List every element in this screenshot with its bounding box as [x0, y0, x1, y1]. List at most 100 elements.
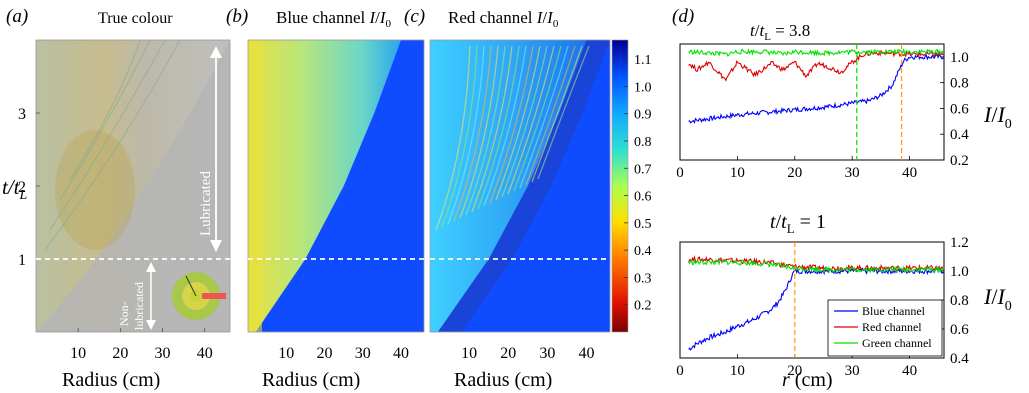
xtick-label-c-30: 30: [539, 345, 555, 362]
ytick-label-d-bottom-1.2: 1.2: [950, 235, 969, 251]
texture-streak: [501, 45, 548, 198]
texture-streak: [435, 45, 471, 231]
xtick-label-a-40: 40: [197, 345, 213, 362]
colorbar-tick-label-0.2: 0.2: [634, 299, 652, 314]
colorbar-tick-label-1: 1.0: [634, 80, 652, 95]
panel-a-xaxis: 10 20 30 40: [70, 328, 213, 362]
lubricated-label: Lubricated: [198, 171, 214, 236]
xtick-label-d-top-0: 0: [676, 165, 684, 181]
panel-a-xlabel: Radius (cm): [62, 369, 160, 391]
ytick-label-a-2: 2: [18, 179, 26, 196]
legend-red-label: Red channel: [862, 320, 922, 334]
panel-a-yaxis: t/tL 123: [2, 106, 40, 269]
colorbar-tick-label-0.4: 0.4: [634, 244, 652, 259]
panel-d-top: t/tL = 3.8 0 10 20 30 40 0.2 0.4 0.6 0.8 1.0 I/I0: [676, 21, 1012, 181]
panel-b-xaxis: 10 20 30 40: [278, 328, 409, 362]
panel-label-a: (a): [6, 6, 28, 27]
legend: Blue channel Red channel Green channel: [827, 299, 943, 357]
xtick-label-c-20: 20: [500, 345, 516, 362]
colorbar-tick-label-0.6: 0.6: [634, 190, 652, 205]
d-bottom-xlabel: r (cm): [782, 369, 833, 391]
xtick-label-b-20: 20: [317, 345, 333, 362]
xtick-label-d-top-30: 30: [845, 165, 860, 181]
xtick-label-d-bottom-40: 40: [902, 363, 917, 379]
colorbar-tick-label-0.9: 0.9: [634, 108, 652, 123]
ytick-label-d-bottom-0.6: 0.6: [950, 322, 969, 338]
xtick-label-b-30: 30: [355, 345, 371, 362]
non-lubricated-label-1: Non-: [117, 301, 131, 326]
xtick-label-d-bottom-20: 20: [787, 363, 802, 379]
xtick-label-c-40: 40: [579, 345, 595, 362]
ytick-label-d-bottom-1: 1.0: [950, 264, 969, 280]
texture-streak: [483, 45, 527, 207]
legend-green-label: Green channel: [862, 336, 932, 350]
xtick-label-d-top-10: 10: [730, 165, 745, 181]
xtick-label-d-top-40: 40: [902, 165, 917, 181]
xtick-label-d-bottom-30: 30: [845, 363, 860, 379]
xtick-label-d-bottom-10: 10: [730, 363, 745, 379]
ytick-label-d-top-0.2: 0.2: [950, 153, 969, 169]
panel-b-heatmap: [248, 40, 424, 332]
ytick-label-a-3: 3: [18, 106, 26, 123]
texture-streak: [453, 45, 492, 222]
panel-label-c: (c): [404, 6, 425, 27]
panel-c-heatmap: [430, 40, 610, 332]
colorbar-tick-label-1.1: 1.1: [634, 53, 652, 68]
non-lubricated-label-2: lubricated: [132, 282, 146, 330]
xtick-label-c-10: 10: [461, 345, 477, 362]
texture-streak: [519, 45, 569, 189]
xtick-label-b-40: 40: [393, 345, 409, 362]
texture-streak: [477, 45, 520, 210]
inset-dish-image: [164, 264, 228, 328]
d-top-ylabel: I/I0: [983, 102, 1012, 132]
xtick-label-a-20: 20: [112, 345, 128, 362]
series-green-d-bottom: [688, 258, 945, 274]
colorbar-tick-label-0.7: 0.7: [634, 162, 652, 177]
texture-streak: [495, 45, 541, 201]
ytick-label-d-bottom-0.8: 0.8: [950, 293, 969, 309]
texture-streak: [465, 45, 506, 216]
texture-streak: [537, 45, 590, 180]
xtick-label-b-10: 10: [278, 345, 294, 362]
series-green-d-top: [688, 47, 945, 57]
texture-streak: [531, 45, 583, 183]
panel-c-title: Red channel I/I0: [448, 8, 559, 30]
texture-streak: [459, 45, 499, 219]
texture-streak: [513, 45, 562, 192]
ytick-label-d-top-0.4: 0.4: [950, 127, 969, 143]
d-bottom-title: t/tL = 1: [770, 211, 826, 236]
lubricated-arrow: [210, 46, 222, 252]
texture-streak: [471, 45, 513, 213]
colorbar-tick-label-0.3: 0.3: [634, 271, 652, 286]
panel-c-xaxis: 10 20 30 40: [461, 328, 595, 362]
xtick-label-a-10: 10: [70, 345, 86, 362]
d-top-title: t/tL = 3.8: [750, 21, 810, 43]
non-lubricated-arrow: [146, 262, 156, 330]
ytick-label-d-top-1: 1.0: [950, 50, 969, 66]
ytick-label-d-top-0.6: 0.6: [950, 101, 969, 117]
ytick-label-d-bottom-0.4: 0.4: [950, 351, 969, 367]
ytick-label-d-top-0.8: 0.8: [950, 76, 969, 92]
series-blue-d-top: [688, 53, 945, 124]
texture-streak: [489, 45, 534, 204]
panel-a-title: True colour: [98, 10, 173, 27]
d-bottom-ylabel: I/I0: [983, 284, 1012, 314]
ytick-label-a-1: 1: [18, 252, 26, 269]
texture-streak: [447, 45, 485, 225]
colorbar: 0.2 0.3 0.4 0.5 0.6 0.7 0.8 0.9 1.0 1.1: [611, 39, 652, 333]
colorbar-tick-label-0.5: 0.5: [634, 217, 652, 232]
panel-c-xlabel: Radius (cm): [454, 369, 552, 391]
xtick-label-a-30: 30: [155, 345, 171, 362]
texture-streak: [441, 45, 478, 228]
xtick-label-d-top-20: 20: [787, 165, 802, 181]
panel-b-xlabel: Radius (cm): [262, 369, 360, 391]
xtick-label-d-bottom-0: 0: [676, 363, 684, 379]
panel-b-title: Blue channel I/I0: [276, 8, 392, 30]
colorbar-tick-label-0.8: 0.8: [634, 135, 652, 150]
panel-label-b: (b): [226, 6, 248, 27]
texture-streak: [507, 45, 555, 195]
panel-label-d: (d): [672, 6, 694, 27]
legend-blue-label: Blue channel: [862, 304, 926, 318]
texture-streak: [525, 45, 576, 186]
